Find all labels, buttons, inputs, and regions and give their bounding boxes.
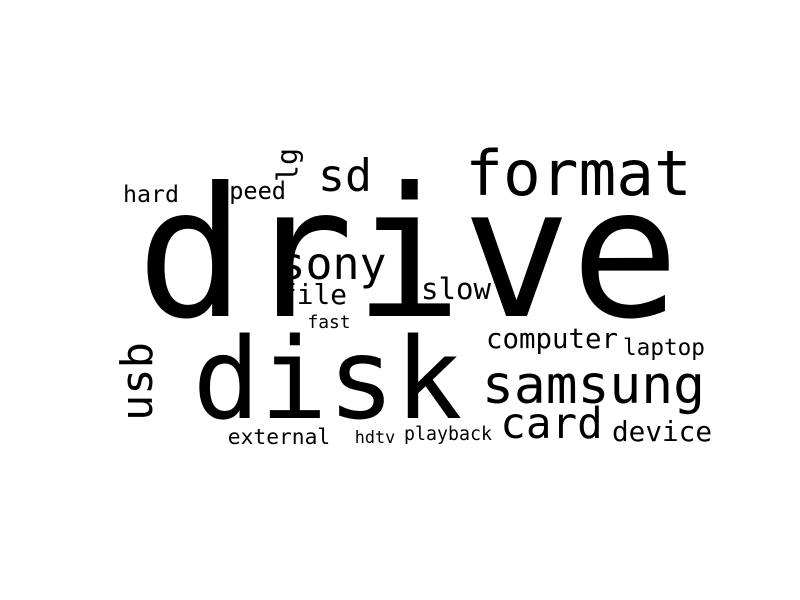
- word-hard: hard: [123, 180, 179, 208]
- word-sd: sd: [318, 148, 372, 202]
- word-usb: usb: [111, 342, 163, 421]
- word-slow: slow: [421, 272, 491, 307]
- word-hdtv: hdtv: [354, 427, 396, 448]
- word-card: card: [500, 398, 603, 449]
- word-lg: lg: [270, 148, 304, 182]
- word-computer: computer: [486, 324, 618, 356]
- word-file: file: [280, 278, 347, 312]
- word-drive: drive: [136, 149, 680, 360]
- word-dot: .: [397, 163, 418, 204]
- word-playback: playback: [404, 424, 492, 446]
- word-external: external: [227, 424, 331, 450]
- word-laptop: laptop: [623, 334, 705, 361]
- word-format: format: [465, 136, 692, 210]
- word-sony: sony: [278, 236, 387, 290]
- word-device: device: [612, 414, 712, 448]
- word-fast: fast: [307, 312, 351, 334]
- word-speed: speed: [215, 177, 286, 206]
- word-disk: disk: [192, 315, 463, 445]
- word-samsung: samsung: [482, 354, 705, 416]
